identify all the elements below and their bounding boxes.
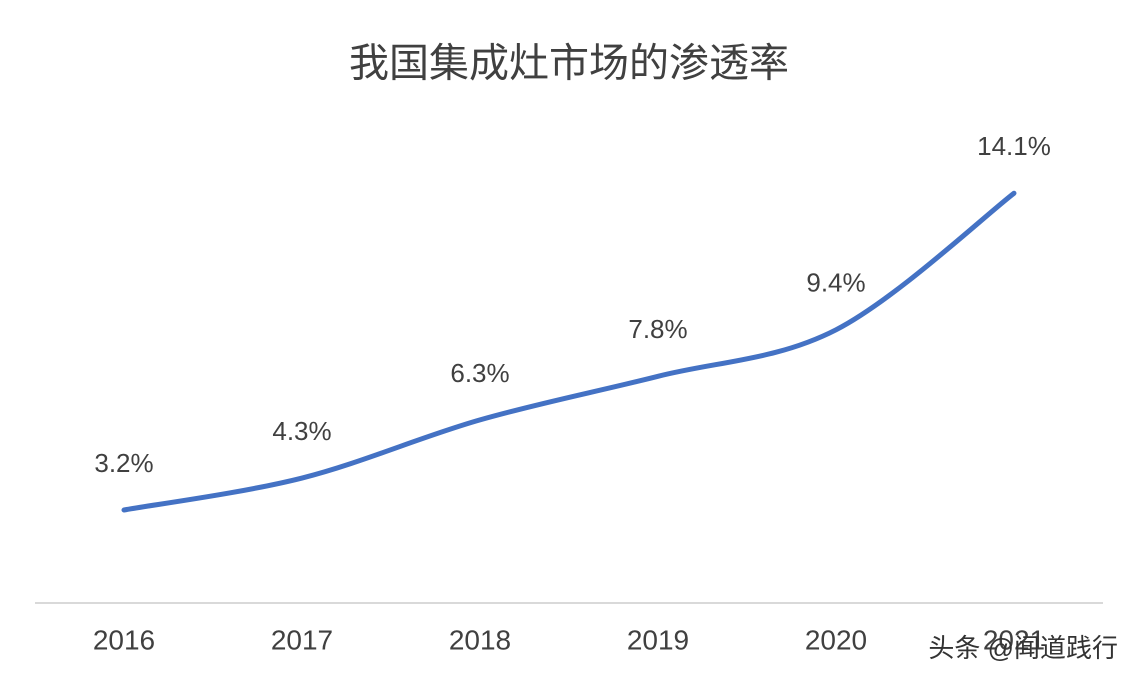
x-tick-label: 2018	[449, 624, 511, 655]
data-label: 3.2%	[94, 448, 153, 478]
data-label: 4.3%	[272, 416, 331, 446]
plot: 2016 2017 2018 2019 2020 2021 3.2% 4.3% 6.3% 7.8%…	[93, 131, 1051, 655]
watermark: 头条 @闻道践行	[928, 633, 1118, 663]
data-label: 14.1%	[977, 131, 1051, 161]
chart-title: 我国集成灶市场的渗透率	[349, 42, 789, 86]
data-label: 6.3%	[450, 358, 509, 388]
x-tick-label: 2019	[627, 624, 689, 655]
x-tick-label: 2020	[805, 624, 867, 655]
x-tick-label: 2017	[271, 624, 333, 655]
data-label: 7.8%	[628, 314, 687, 344]
line	[121, 190, 1017, 513]
x-tick-label: 2016	[93, 624, 155, 655]
data-label: 9.4%	[806, 268, 865, 298]
x-tick-label: 2021	[983, 624, 1045, 655]
